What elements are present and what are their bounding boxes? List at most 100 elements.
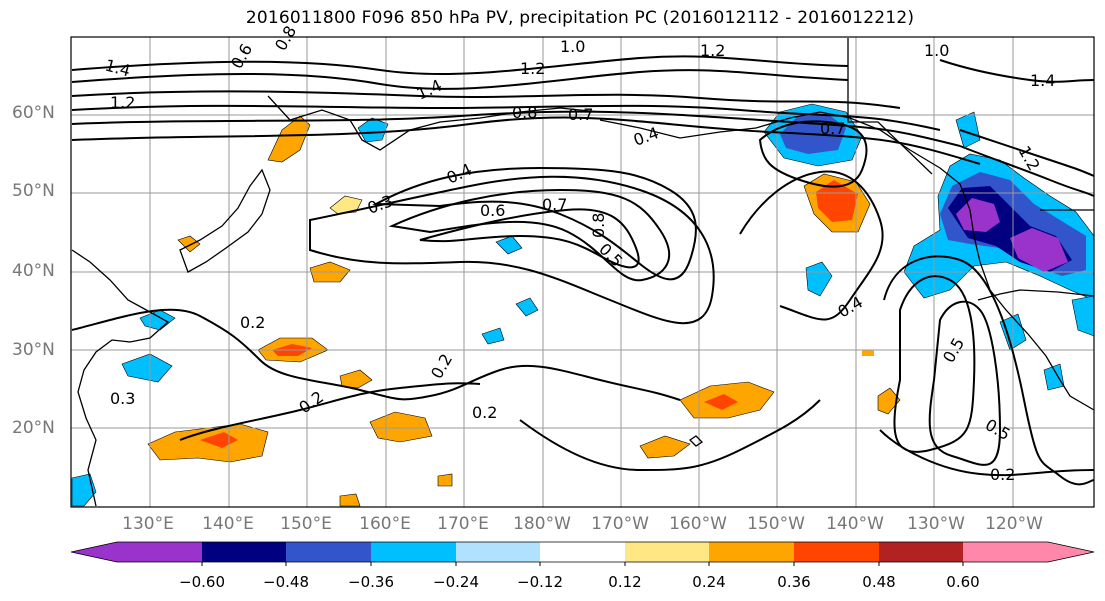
- colorbar-segment: [794, 542, 879, 562]
- alaska-coast: [755, 111, 941, 169]
- contour-label: 0.2: [295, 387, 327, 417]
- contour-label: 0.7: [820, 119, 845, 138]
- colorbar-segment: [540, 542, 625, 562]
- lon-label: 170°E: [437, 514, 489, 534]
- precip-negative-blob: [515, 297, 539, 317]
- lon-label: 160°W: [669, 514, 727, 534]
- pv-contour: [939, 59, 1095, 83]
- precip-positive-blob: [877, 387, 901, 415]
- pv-contour: [309, 175, 715, 325]
- contour-label: 1.4: [414, 76, 445, 104]
- contour-label: 0.8: [512, 103, 537, 122]
- lat-label: 20°N: [12, 418, 55, 438]
- colorbar-tick-label: 0.24: [692, 573, 726, 591]
- colorbar-segment: [709, 542, 794, 562]
- contour-label: 0.6: [480, 201, 505, 220]
- colorbar-tick-label: −0.60: [179, 573, 225, 591]
- contour-label: 0.4: [444, 160, 475, 188]
- pv-contour: [883, 255, 1095, 486]
- colorbar-segment: [371, 542, 456, 562]
- precip-negative-core: [1010, 228, 1068, 272]
- pv-contour: [959, 129, 1095, 177]
- lon-label: 130°W: [907, 514, 965, 534]
- precip-positive-blob: [339, 369, 373, 389]
- aleutian-coast: [599, 119, 757, 139]
- colorbar-outline: [70, 541, 1095, 563]
- contour-label: 0.5: [982, 415, 1014, 444]
- contour-label: 0.4: [835, 292, 867, 321]
- lat-label: 60°N: [12, 103, 55, 123]
- precip-positive-blob: [437, 473, 453, 487]
- precip-negative-blob: [121, 353, 173, 383]
- colorbar-tick-label: 0.36: [777, 573, 811, 591]
- pv-contour: [959, 145, 1095, 197]
- pv-contour: [928, 300, 1002, 466]
- lat-label: 50°N: [12, 181, 55, 201]
- precip-negative-blob: [805, 261, 833, 297]
- pv-contour: [71, 110, 961, 147]
- japan-coast: [179, 168, 271, 273]
- hawaii-island: [688, 435, 704, 447]
- pv-contour: [893, 275, 976, 453]
- contour-label: 1.0: [924, 41, 949, 60]
- precip-positive-blob: [862, 350, 874, 356]
- precip-negative-blob: [955, 111, 981, 149]
- contour-label: 0.8: [589, 213, 608, 238]
- colorbar-tick-label: −0.36: [348, 573, 394, 591]
- precip-positive-blob: [147, 423, 269, 463]
- contour-label: 1.4: [1030, 71, 1055, 90]
- pv-contour: [71, 55, 849, 76]
- precip-negative-blob: [357, 117, 389, 143]
- contour-label: 0.7: [542, 195, 567, 214]
- figure-title: 2016011800 F096 850 hPa PV, precipitatio…: [245, 8, 915, 28]
- pv-contour: [388, 188, 671, 282]
- precip-negative-core: [956, 198, 1000, 232]
- pv-contour: [71, 308, 681, 401]
- precip-negative-blob: [1071, 295, 1095, 337]
- colorbar-segment: [286, 542, 371, 562]
- pv-contour: [519, 399, 821, 472]
- contour-label: 1.2: [110, 93, 135, 112]
- colorbar-extend-high: [1048, 542, 1094, 562]
- precip-positive-blob: [369, 411, 433, 443]
- lon-label: 140°E: [202, 514, 254, 534]
- colorbar-segment: [625, 542, 709, 562]
- map-frame: [70, 36, 1095, 508]
- lon-label: 150°W: [747, 514, 805, 534]
- precip-positive-blob: [177, 235, 201, 253]
- colorbar-segment: [879, 542, 963, 562]
- lon-label: 120°W: [985, 514, 1043, 534]
- contour-label: 0.5: [939, 334, 968, 366]
- pv-contour: [739, 170, 884, 321]
- pv-contour: [758, 120, 868, 188]
- kamchatka-coast: [267, 95, 601, 151]
- contour-label: 1.4: [103, 56, 133, 81]
- colorbar-tick-label: −0.12: [517, 573, 563, 591]
- lon-label: 170°W: [591, 514, 649, 534]
- lat-label: 30°N: [12, 340, 55, 360]
- contour-label: 0.6: [227, 40, 256, 72]
- contour-label: 0.2: [990, 465, 1015, 484]
- lon-label: 130°E: [122, 514, 174, 534]
- precip-positive-blob: [329, 195, 363, 215]
- colorbar-segment: [963, 542, 1048, 562]
- precip-negative-blob: [1043, 363, 1065, 391]
- pv-contours: [71, 55, 1095, 486]
- lat-label: 40°N: [12, 261, 55, 281]
- colorbar: [70, 541, 1095, 566]
- pv-contour: [71, 116, 981, 165]
- colorbar-segment: [456, 542, 540, 562]
- precip-positive-core: [816, 180, 858, 222]
- contour-label: 0.2: [472, 403, 497, 422]
- contour-label: 1.2: [520, 59, 545, 78]
- contour-label: 0.2: [427, 350, 456, 382]
- colorbar-tick-label: 0.12: [608, 573, 642, 591]
- contour-label: 1.2: [700, 41, 725, 60]
- precipitation-shading: [71, 103, 1095, 507]
- lon-label: 180°W: [513, 514, 571, 534]
- lon-label: 140°W: [826, 514, 884, 534]
- colorbar-tick-label: −0.24: [433, 573, 479, 591]
- precip-negative-blob: [481, 327, 505, 345]
- precip-positive-blob: [339, 493, 361, 507]
